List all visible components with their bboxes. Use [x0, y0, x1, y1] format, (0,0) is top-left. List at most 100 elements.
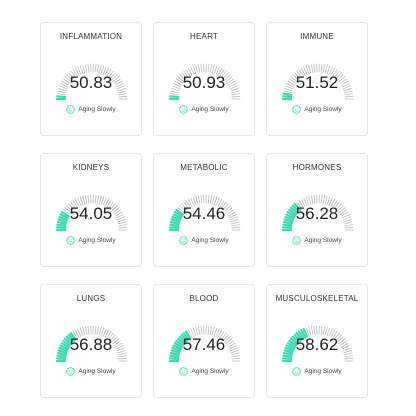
gauge-tick — [326, 327, 331, 336]
gauge-tick — [231, 95, 241, 98]
metric-card-heart[interactable]: HEART 50.93 Aging Slowly — [153, 22, 255, 136]
gauge-tick — [230, 352, 240, 356]
card-title: IMMUNE — [300, 32, 334, 41]
gauge-tick-active — [180, 333, 189, 342]
gauge-tick — [330, 329, 336, 338]
gauge-tick — [114, 342, 123, 348]
gauge-tick — [298, 69, 304, 77]
gauge-tick — [197, 195, 201, 204]
gauge-tick-active — [57, 218, 68, 223]
gauge-tick — [342, 85, 351, 90]
gauge-tick — [303, 66, 308, 75]
status-label: Aging Slowly — [304, 368, 342, 375]
gauge-tick — [322, 195, 326, 204]
gauge-tick — [211, 326, 215, 336]
gauge-tick — [333, 70, 340, 78]
gauge-tick — [332, 331, 338, 339]
gauge-tick — [64, 76, 72, 83]
smiley-face-icon — [179, 367, 189, 376]
gauge-tick-active — [283, 218, 294, 223]
gauge-tick — [87, 194, 90, 204]
gauge-tick — [342, 347, 351, 352]
gauge-tick-active — [63, 337, 73, 345]
gauge-tick — [68, 72, 75, 80]
gauge-tick — [339, 209, 348, 215]
gauge-tick — [66, 205, 73, 212]
gauge-tick-active — [67, 333, 76, 342]
card-title: LUNGS — [76, 294, 106, 303]
gauge-tick — [72, 69, 78, 77]
gauge-tick — [330, 67, 336, 76]
metric-card-musculoskeletal[interactable]: MUSCULOSKELETAL 58.62 Aging Slowly — [266, 284, 368, 398]
gauge-tick — [209, 195, 213, 204]
gauge-tick — [335, 72, 342, 80]
gauge-tick — [192, 65, 197, 74]
gauge-tick — [96, 195, 100, 204]
gauge-tick — [338, 207, 346, 214]
status-label: Aging Slowly — [78, 106, 116, 113]
gauge-tick — [337, 205, 344, 212]
gauge-tick — [109, 72, 116, 80]
gauge-tick — [109, 334, 116, 342]
card-title: KIDNEYS — [72, 163, 110, 172]
gauge-tick — [175, 78, 184, 84]
gauge-tick — [118, 224, 127, 227]
gauge-tick — [337, 74, 344, 81]
gauge-tick-active — [288, 339, 298, 347]
status-badge: Aging Slowly — [267, 367, 367, 376]
gauge-tick — [338, 338, 346, 345]
gauge-tick — [207, 194, 210, 204]
gauge-tick — [284, 88, 293, 92]
gauge-tick-active — [172, 213, 182, 220]
metric-card-immune[interactable]: IMMUNE 51.52 Aging Slowly — [266, 22, 368, 136]
gauge-tick — [57, 90, 67, 94]
status-badge: Aging Slowly — [41, 367, 141, 376]
gauge-tick-active — [284, 215, 295, 222]
gauge-tick — [230, 88, 239, 92]
metric-card-metabolic[interactable]: METABOLIC 54.46 Aging Slowly — [153, 153, 255, 267]
gauge-tick — [213, 65, 218, 74]
metric-card-hormones[interactable]: HORMONES 56.28 Aging Slowly — [266, 153, 368, 267]
status-badge: Aging Slowly — [41, 236, 141, 245]
gauge-tick-active — [56, 357, 67, 361]
gauge-tick — [183, 70, 190, 78]
card-value: 54.05 — [69, 204, 113, 223]
metric-card-lungs[interactable]: LUNGS 56.88 Aging Slowly — [40, 284, 142, 398]
gauge-tick — [200, 325, 203, 335]
metric-card-inflammation[interactable]: INFLAMMATION 50.83 Aging Slowly — [40, 22, 142, 136]
gauge-tick — [344, 357, 354, 360]
gauge-tick — [344, 355, 353, 358]
status-badge: Aging Slowly — [41, 105, 141, 114]
metric-card-kidneys[interactable]: KIDNEYS 54.05 Aging Slowly — [40, 153, 142, 267]
smiley-face-icon — [179, 236, 189, 245]
gauge-tick — [111, 205, 118, 212]
gauge-tick — [303, 197, 308, 206]
gauge-tick — [183, 201, 190, 209]
gauge-tick — [230, 90, 240, 94]
gauge-tick — [72, 331, 78, 339]
card-value: 57.46 — [182, 335, 226, 354]
gauge-tick-active — [175, 208, 185, 216]
gauge-tick — [172, 85, 181, 90]
gauge-tick — [340, 211, 349, 217]
gauge-hormones — [281, 194, 354, 232]
gauge-tick-active — [56, 95, 67, 99]
gauge-tick-active — [289, 337, 299, 345]
metric-card-blood[interactable]: BLOOD 57.46 Aging Slowly — [153, 284, 255, 398]
gauge-tick — [220, 70, 227, 78]
gauge-tick-active — [170, 349, 181, 354]
gauge-tick-active — [56, 354, 67, 358]
gauge-tick — [74, 198, 80, 207]
gauge-tick-active — [173, 342, 183, 349]
gauge-tick — [227, 80, 236, 86]
gauge-tick — [224, 336, 231, 343]
gauge-tick — [77, 66, 82, 75]
gauge-tick — [217, 329, 223, 338]
gauge-tick — [211, 195, 215, 205]
gauge-tick — [98, 64, 102, 74]
gauge-tick — [341, 214, 350, 219]
gauge-tick — [343, 90, 353, 94]
gauge-tick — [192, 196, 197, 205]
status-label: Aging Slowly — [304, 237, 342, 244]
gauge-tick — [112, 338, 120, 345]
